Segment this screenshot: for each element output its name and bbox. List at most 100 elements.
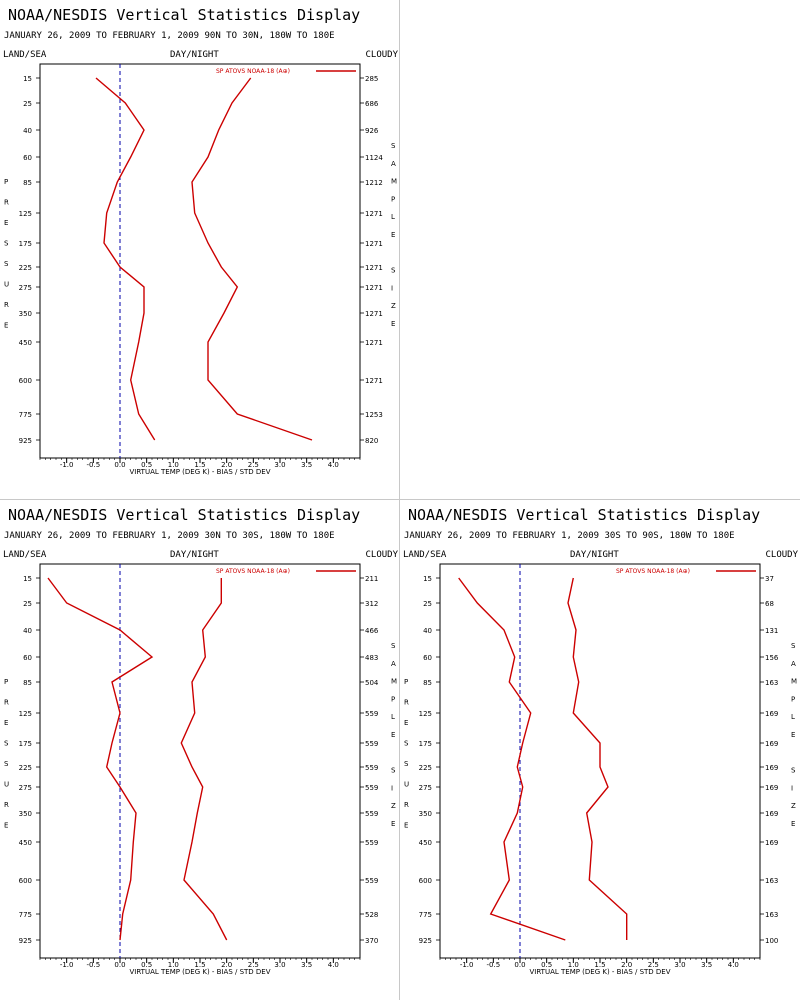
pressure-tick-label: 85	[23, 679, 32, 687]
sample-axis-letter: A	[791, 660, 796, 668]
pressure-tick-label: 85	[23, 179, 32, 187]
pressure-axis-letter: E	[404, 719, 408, 727]
x-tick-label: 0.5	[541, 961, 552, 969]
land-sea-label: LAND/SEA	[403, 550, 447, 560]
sample-size-label: 559	[365, 839, 378, 847]
sample-size-label: 926	[365, 127, 379, 135]
chart-30n-30s: NOAA/NESDIS Vertical Statistics Display J…	[3, 506, 399, 976]
chart-subtitle: JANUARY 26, 2009 TO FEBRUARY 1, 2009 30N…	[4, 531, 335, 541]
sample-size-label: 370	[365, 937, 378, 945]
sample-size-label: 466	[365, 627, 379, 635]
pressure-axis-letter: R	[404, 801, 409, 809]
x-tick-label: 0.0	[114, 461, 125, 469]
pressure-axis-letter: S	[4, 240, 9, 248]
sample-axis-letter: L	[391, 713, 395, 721]
legend-label: SP ATOVS NOAA-18 (A⊕)	[216, 68, 290, 75]
pressure-axis-letter: U	[4, 281, 9, 289]
sample-size-label: 559	[365, 877, 378, 885]
pressure-tick-label: 350	[419, 810, 432, 818]
pressure-tick-label: 40	[23, 627, 32, 635]
pressure-tick-label: 275	[19, 784, 32, 792]
pressure-tick-label: 175	[19, 240, 32, 248]
sample-axis-letter: Z	[391, 302, 396, 310]
sample-size-label: 504	[365, 679, 379, 687]
vertical-divider	[399, 0, 400, 1000]
std-dev-line	[180, 578, 228, 941]
sample-axis-letter: A	[391, 160, 396, 168]
x-tick-label: 4.0	[328, 961, 339, 969]
x-tick-label: 2.5	[248, 461, 259, 469]
pressure-tick-label: 175	[419, 740, 432, 748]
bias-line	[458, 577, 566, 941]
pressure-axis-letter: U	[4, 781, 9, 789]
pressure-axis-letter: R	[4, 699, 9, 707]
pressure-tick-label: 125	[419, 710, 432, 718]
pressure-axis-letter: R	[4, 301, 9, 309]
sample-axis-letter: S	[391, 267, 396, 275]
horizontal-divider	[0, 499, 800, 500]
panel-30s-90s: NOAA/NESDIS Vertical Statistics Display J…	[400, 500, 800, 1000]
sample-axis-letter: M	[391, 178, 397, 186]
sample-axis-letter: E	[391, 320, 395, 328]
pressure-tick-label: 275	[19, 284, 32, 292]
x-tick-label: 1.0	[168, 961, 179, 969]
pressure-tick-label: 25	[423, 600, 432, 608]
day-night-label: DAY/NIGHT	[170, 550, 219, 560]
sample-size-label: 37	[765, 575, 774, 583]
x-tick-label: 3.0	[674, 961, 685, 969]
x-tick-label: -0.5	[86, 461, 100, 469]
chart-title: NOAA/NESDIS Vertical Statistics Display	[8, 506, 360, 524]
x-axis-label: VIRTUAL TEMP (DEG K) - BIAS / STD DEV	[129, 968, 270, 976]
pressure-tick-label: 15	[23, 75, 32, 83]
x-axis-label: VIRTUAL TEMP (DEG K) - BIAS / STD DEV	[529, 968, 670, 976]
x-axis-label: VIRTUAL TEMP (DEG K) - BIAS / STD DEV	[129, 468, 270, 476]
x-tick-label: -1.0	[460, 961, 474, 969]
x-tick-label: 1.0	[568, 961, 579, 969]
sample-size-label: 559	[365, 740, 378, 748]
day-night-label: DAY/NIGHT	[170, 50, 219, 60]
sample-size-label: 169	[765, 810, 778, 818]
x-tick-label: 2.0	[221, 461, 232, 469]
pressure-axis-letter: E	[4, 322, 8, 330]
legend-label: SP ATOVS NOAA-18 (A⊕)	[616, 568, 690, 575]
pressure-axis-letter: S	[4, 260, 9, 268]
sample-axis-letter: E	[391, 731, 395, 739]
sample-size-label: 169	[765, 839, 778, 847]
pressure-tick-label: 60	[423, 654, 432, 662]
cloudy-label: CLOUDY	[765, 550, 798, 560]
sample-axis-letter: P	[391, 695, 395, 703]
empty-panel	[400, 0, 800, 499]
pressure-tick-label: 225	[419, 764, 432, 772]
sample-size-label: 163	[765, 911, 778, 919]
pressure-tick-label: 40	[23, 127, 32, 135]
pressure-axis-letter: R	[404, 699, 409, 707]
sample-axis-letter: I	[391, 784, 393, 792]
day-night-label: DAY/NIGHT	[570, 550, 619, 560]
sample-size-label: 211	[365, 575, 378, 583]
sample-axis-letter: P	[391, 195, 395, 203]
sample-axis-letter: S	[391, 142, 396, 150]
sample-size-label: 1253	[365, 411, 383, 419]
pressure-axis-letter: U	[404, 781, 409, 789]
sample-size-label: 163	[765, 679, 778, 687]
sample-size-label: 285	[365, 75, 378, 83]
chart-title: NOAA/NESDIS Vertical Statistics Display	[408, 506, 760, 524]
pressure-tick-label: 600	[419, 877, 432, 885]
sample-size-label: 1271	[365, 339, 383, 347]
sample-size-label: 169	[765, 740, 778, 748]
sample-axis-letter: A	[391, 660, 396, 668]
sample-size-label: 1271	[365, 377, 383, 385]
x-tick-label: 0.5	[141, 961, 152, 969]
sample-axis-letter: Z	[791, 802, 796, 810]
x-tick-label: 3.0	[274, 961, 285, 969]
pressure-axis-letter: P	[404, 678, 408, 686]
sample-size-label: 68	[765, 600, 774, 608]
x-tick-label: 2.0	[621, 961, 632, 969]
x-tick-label: -1.0	[60, 461, 74, 469]
bias-line	[47, 577, 154, 941]
chart-subtitle: JANUARY 26, 2009 TO FEBRUARY 1, 2009 90N…	[4, 31, 335, 41]
cloudy-label: CLOUDY	[365, 50, 398, 60]
x-tick-label: 0.0	[114, 961, 125, 969]
pressure-tick-label: 175	[19, 740, 32, 748]
pressure-tick-label: 925	[19, 937, 32, 945]
